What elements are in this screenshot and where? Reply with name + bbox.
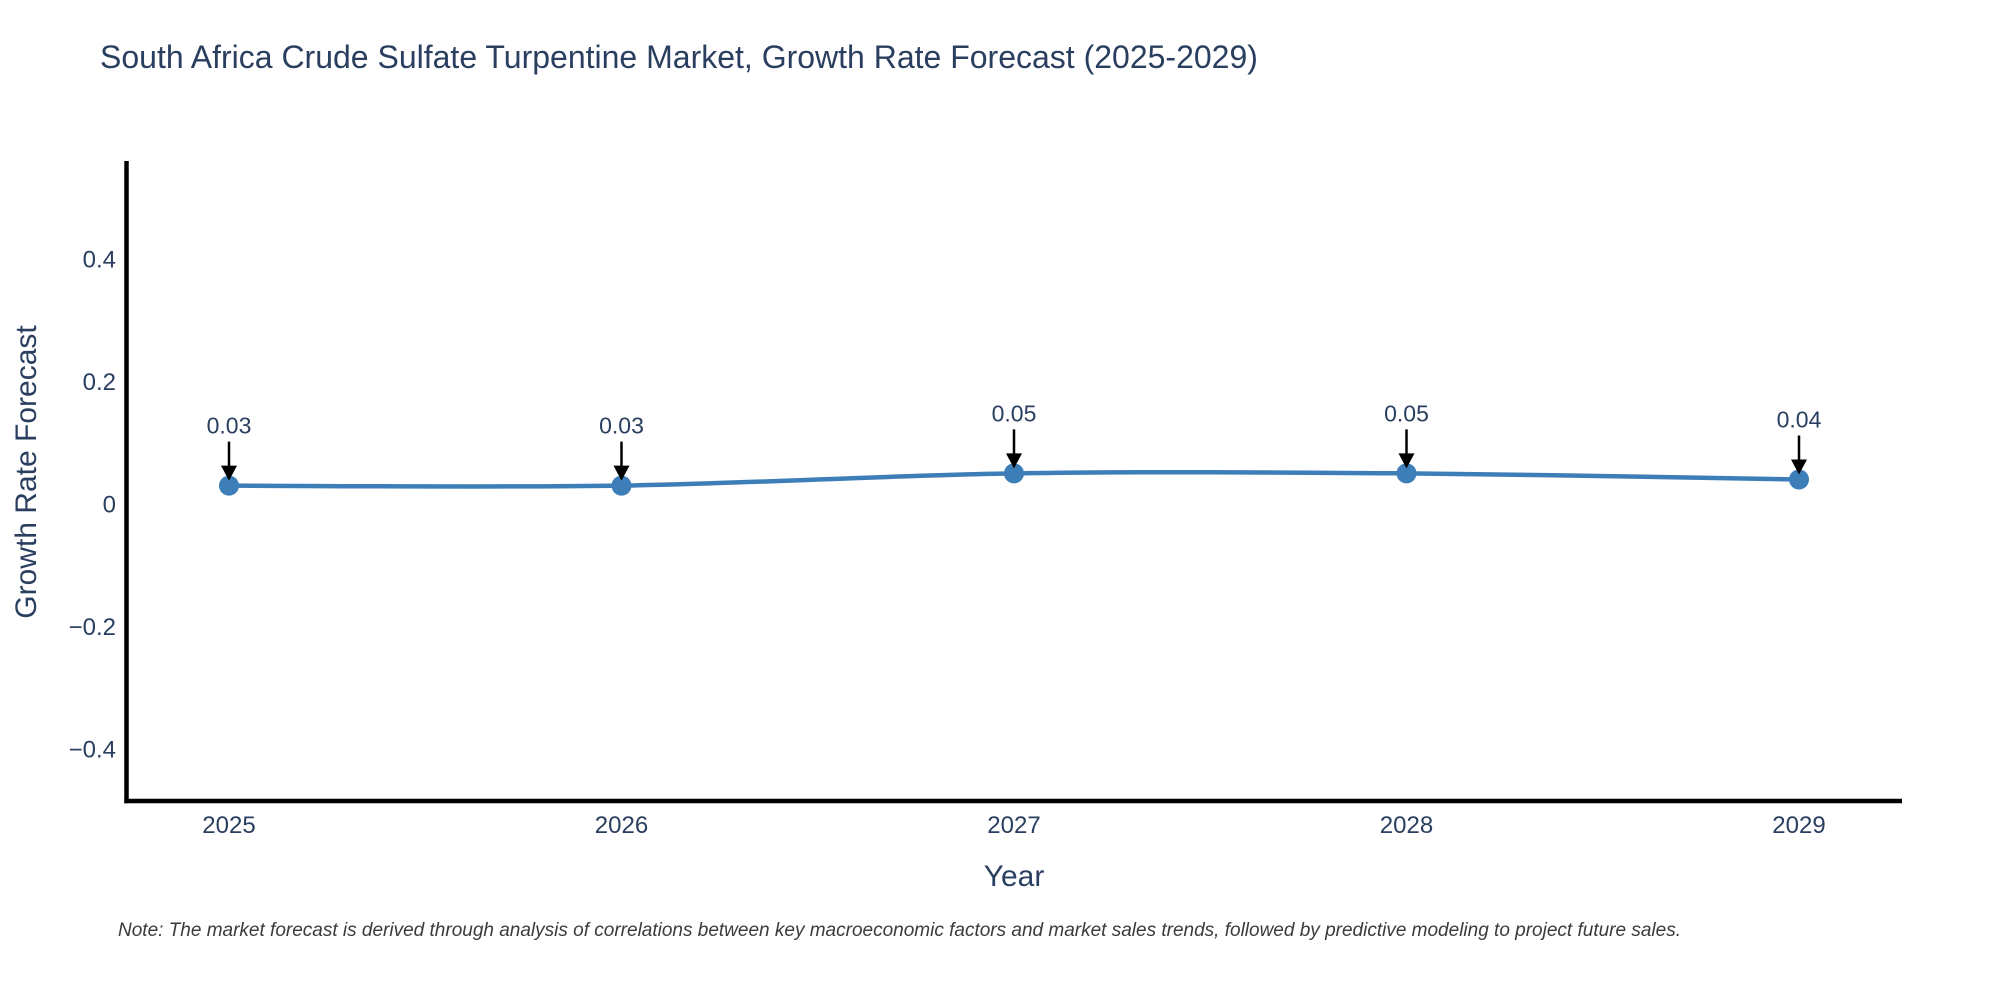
annotation-arrowhead-icon <box>1791 459 1807 475</box>
y-tick-label: 0.2 <box>83 369 116 396</box>
chart-note: Note: The market forecast is derived thr… <box>118 920 1681 941</box>
annotation-arrowhead-icon <box>221 465 237 481</box>
y-tick-label: 0 <box>103 492 116 519</box>
chart-title: South Africa Crude Sulfate Turpentine Ma… <box>100 39 1258 75</box>
annotation-value-label: 0.05 <box>992 400 1037 426</box>
data-point-marker <box>219 475 239 496</box>
data-point-marker <box>611 475 632 496</box>
annotation-value-label: 0.03 <box>207 413 252 439</box>
x-tick-label: 2029 <box>1772 812 1825 839</box>
x-tick-label: 2025 <box>202 812 255 839</box>
annotation-arrowhead-icon <box>1398 453 1415 469</box>
y-tick-label: −0.2 <box>69 614 116 641</box>
x-tick-label: 2027 <box>987 812 1040 839</box>
annotation-value-label: 0.05 <box>1384 400 1429 426</box>
data-point-marker <box>1789 469 1809 490</box>
annotation-arrowhead-icon <box>613 465 630 481</box>
data-point-marker <box>1004 463 1024 484</box>
annotation-value-label: 0.03 <box>599 413 644 439</box>
x-tick-label: 2026 <box>595 812 648 839</box>
x-axis-title: Year <box>983 860 1045 893</box>
y-tick-label: −0.4 <box>69 737 116 764</box>
annotation-arrowhead-icon <box>1006 453 1022 469</box>
x-tick-label: 2028 <box>1380 812 1433 839</box>
y-tick-label: 0.4 <box>83 247 116 274</box>
annotation-value-label: 0.04 <box>1777 407 1822 433</box>
data-point-marker <box>1396 463 1417 484</box>
